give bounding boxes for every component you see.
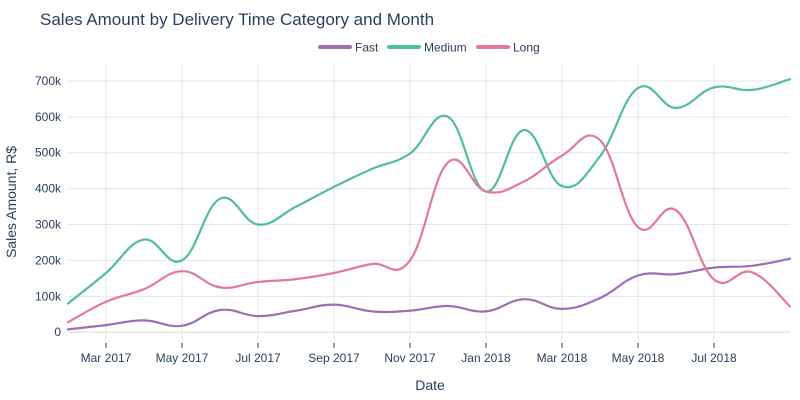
- x-tick-label: Sep 2017: [308, 351, 360, 365]
- y-tick-label: 400k: [35, 182, 62, 196]
- y-tick-label: 300k: [35, 218, 62, 232]
- series-lines[interactable]: [66, 78, 792, 331]
- y-tick-label: 700k: [35, 74, 62, 88]
- chart-title: Sales Amount by Delivery Time Category a…: [40, 10, 434, 29]
- x-tick-label: May 2018: [612, 351, 665, 365]
- gridlines: [68, 63, 790, 343]
- x-tick-label: Mar 2017: [81, 351, 132, 365]
- legend[interactable]: Fast Medium Long: [318, 41, 540, 55]
- y-tick-label: 0: [54, 325, 61, 339]
- y-tick-label: 600k: [35, 110, 62, 124]
- y-tick-label: 200k: [35, 253, 62, 267]
- legend-label-fast[interactable]: Fast: [355, 41, 379, 55]
- x-tick-label: Jul 2017: [235, 351, 281, 365]
- legend-label-long[interactable]: Long: [513, 41, 540, 55]
- series-line-long[interactable]: [66, 134, 792, 324]
- x-tick-label: May 2017: [156, 351, 209, 365]
- y-axis-title: Sales Amount, R$: [3, 146, 19, 258]
- y-tick-label: 100k: [35, 289, 62, 303]
- x-tick-label: Nov 2017: [384, 351, 436, 365]
- y-axis-ticks: 0 100k 200k 300k 400k 500k 600k 700k: [35, 74, 62, 339]
- y-tick-label: 500k: [35, 146, 62, 160]
- x-axis-title: Date: [415, 377, 445, 393]
- series-line-medium[interactable]: [66, 78, 792, 305]
- x-tick-label: Jan 2018: [461, 351, 511, 365]
- legend-label-medium[interactable]: Medium: [424, 41, 467, 55]
- x-tick-label: Mar 2018: [537, 351, 588, 365]
- x-tick-label: Jul 2018: [691, 351, 737, 365]
- series-line-fast[interactable]: [66, 257, 792, 331]
- x-axis-ticks: Mar 2017 May 2017 Jul 2017 Sep 2017 Nov 2017…: [81, 343, 737, 365]
